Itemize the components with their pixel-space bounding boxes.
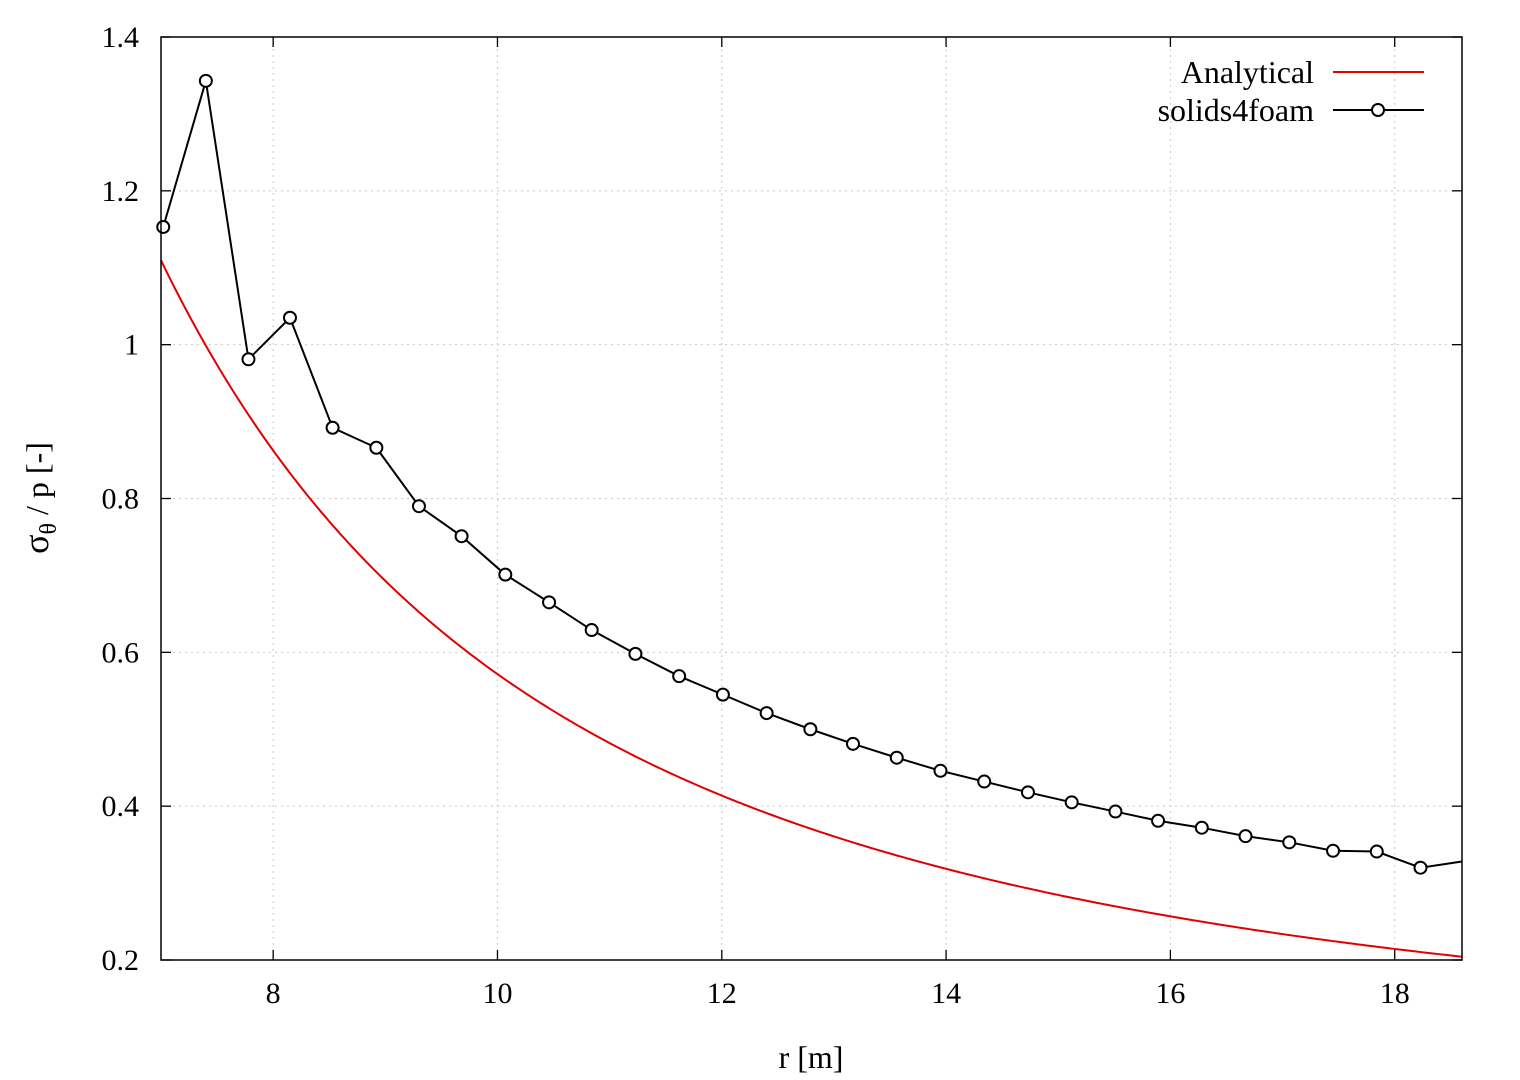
data-point-solids4foam <box>1194 820 1209 835</box>
data-point-solids4foam <box>759 706 774 721</box>
data-point-solids4foam <box>282 310 297 325</box>
y-tick-label: 1.2 <box>102 175 140 208</box>
data-point-solids4foam <box>628 646 643 661</box>
data-point-solids4foam <box>1064 795 1079 810</box>
x-tick-label: 12 <box>707 977 737 1010</box>
data-point-solids4foam <box>803 722 818 737</box>
x-tick-label: 16 <box>1155 977 1185 1010</box>
y-tick-label: 0.8 <box>102 483 140 516</box>
data-point-solids4foam <box>198 73 213 88</box>
tick-marks <box>161 36 1462 961</box>
y-axis-label: σθ / p [-] <box>16 442 62 554</box>
x-tick-label: 14 <box>931 977 961 1010</box>
grid-lines <box>161 37 1462 960</box>
data-point-solids4foam <box>156 219 171 234</box>
y-axis-label-subscript: θ <box>36 523 62 535</box>
series-layer <box>156 73 1463 958</box>
data-point-solids4foam <box>846 736 860 751</box>
data-point-solids4foam <box>241 352 256 367</box>
data-point-solids4foam <box>933 763 948 778</box>
legend-marker-solids4foam <box>1371 103 1385 117</box>
data-point-solids4foam <box>672 669 687 684</box>
series-line-solids4foam <box>162 80 1463 869</box>
data-point-solids4foam <box>1238 829 1253 844</box>
data-point-solids4foam <box>584 623 599 638</box>
legend: Analytical solids4foam <box>1158 54 1424 128</box>
y-axis-label-rest: / p [-] <box>19 442 55 523</box>
data-point-solids4foam <box>1369 844 1384 859</box>
data-point-solids4foam <box>1413 860 1428 875</box>
data-point-solids4foam <box>325 420 340 435</box>
data-point-solids4foam <box>498 567 513 582</box>
y-tick-label: 0.6 <box>102 636 140 669</box>
data-point-solids4foam <box>1020 785 1035 800</box>
data-point-solids4foam <box>889 750 904 765</box>
tick-labels: 8 10 12 14 16 18 0.2 0.4 0.6 0.8 1 1.2 1.4 <box>102 21 1410 1010</box>
x-tick-label: 10 <box>482 977 512 1010</box>
data-point-solids4foam <box>1108 804 1123 819</box>
y-axis-label-sigma: σ <box>16 534 56 553</box>
x-axis-label: r [m] <box>779 1039 844 1075</box>
y-tick-label: 1.4 <box>102 21 140 54</box>
data-point-solids4foam <box>411 499 426 514</box>
legend-label-solids4foam: solids4foam <box>1158 92 1315 128</box>
data-point-solids4foam <box>1151 813 1166 828</box>
data-point-solids4foam <box>369 440 384 455</box>
data-point-solids4foam <box>977 774 992 789</box>
data-point-solids4foam <box>1282 835 1297 850</box>
y-tick-label: 0.2 <box>102 944 140 977</box>
legend-label-analytical: Analytical <box>1181 54 1314 90</box>
data-point-solids4foam <box>542 595 557 610</box>
data-point-solids4foam <box>1326 843 1341 858</box>
data-point-solids4foam <box>454 529 469 544</box>
x-tick-label: 18 <box>1380 977 1410 1010</box>
y-tick-label: 1 <box>124 329 139 362</box>
data-point-solids4foam <box>715 687 730 702</box>
series-line-analytical <box>160 259 1463 958</box>
y-tick-label: 0.4 <box>102 790 140 823</box>
x-tick-label: 8 <box>266 977 281 1010</box>
